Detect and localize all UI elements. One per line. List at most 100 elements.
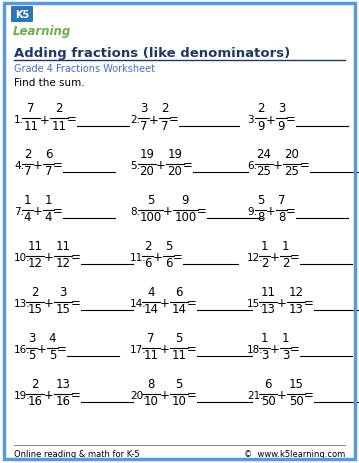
Text: 5: 5 — [165, 239, 172, 252]
Text: 11.: 11. — [130, 252, 146, 263]
Text: 20.: 20. — [130, 390, 146, 400]
Text: Find the sum.: Find the sum. — [14, 78, 85, 88]
Text: 13.: 13. — [14, 298, 31, 308]
Text: 1: 1 — [24, 194, 31, 206]
Text: 9.: 9. — [247, 206, 257, 217]
Text: 50: 50 — [289, 394, 303, 407]
Text: =: = — [53, 205, 63, 218]
Text: 7: 7 — [24, 165, 31, 178]
Text: +: + — [156, 159, 166, 172]
Text: 10.: 10. — [14, 252, 31, 263]
Text: =: = — [290, 343, 300, 356]
Text: +: + — [266, 205, 276, 218]
Text: =: = — [187, 343, 197, 356]
Text: 1: 1 — [261, 239, 268, 252]
Text: 11: 11 — [28, 239, 42, 252]
Text: Learning: Learning — [13, 25, 71, 38]
Text: =: = — [290, 251, 300, 264]
Text: =: = — [187, 297, 197, 310]
Text: 12: 12 — [56, 257, 70, 270]
Text: 4.: 4. — [14, 161, 24, 171]
Text: 2: 2 — [144, 239, 151, 252]
Text: 5: 5 — [257, 194, 264, 206]
Text: 2: 2 — [31, 377, 39, 390]
Text: Grade 4 Fractions Worksheet: Grade 4 Fractions Worksheet — [14, 64, 155, 74]
Text: 3: 3 — [140, 102, 147, 115]
Text: 19: 19 — [140, 148, 154, 161]
Text: 11: 11 — [23, 119, 38, 132]
Text: 2: 2 — [31, 285, 39, 298]
Text: =: = — [183, 159, 193, 172]
Text: 21.: 21. — [247, 390, 264, 400]
Text: 15: 15 — [28, 303, 42, 316]
Text: 17.: 17. — [130, 344, 146, 354]
Text: 16: 16 — [56, 394, 70, 407]
Text: 7: 7 — [161, 119, 168, 132]
Text: 11: 11 — [144, 349, 159, 362]
Text: 8.: 8. — [130, 206, 140, 217]
Text: K5: K5 — [15, 10, 29, 20]
Text: +: + — [33, 205, 43, 218]
Text: 10: 10 — [144, 394, 158, 407]
Text: =: = — [173, 251, 183, 264]
Text: 5: 5 — [175, 332, 183, 344]
Text: +: + — [277, 388, 287, 401]
Text: =: = — [197, 205, 207, 218]
Text: 2: 2 — [257, 102, 264, 115]
Text: 13: 13 — [56, 377, 70, 390]
Text: 19: 19 — [168, 148, 182, 161]
Text: 4: 4 — [24, 211, 31, 224]
Text: 6.: 6. — [247, 161, 257, 171]
Text: 12: 12 — [289, 285, 303, 298]
Text: 7: 7 — [147, 332, 155, 344]
Text: 50: 50 — [261, 394, 275, 407]
Text: 20: 20 — [168, 165, 182, 178]
Text: 1: 1 — [282, 332, 289, 344]
Text: =: = — [304, 388, 314, 401]
FancyBboxPatch shape — [11, 7, 33, 23]
Text: 3.: 3. — [247, 115, 257, 125]
Text: =: = — [71, 297, 81, 310]
Text: +: + — [163, 205, 173, 218]
Text: 7.: 7. — [14, 206, 24, 217]
Text: =: = — [304, 297, 314, 310]
Text: +: + — [270, 251, 280, 264]
Text: 6: 6 — [264, 377, 272, 390]
Text: 12.: 12. — [247, 252, 264, 263]
Text: 14: 14 — [144, 303, 159, 316]
Text: 1: 1 — [282, 239, 289, 252]
Text: 1: 1 — [45, 194, 52, 206]
Text: +: + — [44, 251, 54, 264]
Text: 6: 6 — [144, 257, 151, 270]
Text: +: + — [33, 159, 43, 172]
Text: 16.: 16. — [14, 344, 31, 354]
Text: 25: 25 — [257, 165, 271, 178]
Text: 8: 8 — [278, 211, 285, 224]
Text: 16: 16 — [28, 394, 42, 407]
Text: 4: 4 — [49, 332, 56, 344]
Text: 2: 2 — [261, 257, 268, 270]
Text: =: = — [169, 113, 179, 126]
Text: 7: 7 — [140, 119, 147, 132]
Text: =: = — [187, 388, 197, 401]
Text: =: = — [53, 159, 63, 172]
Text: 3: 3 — [282, 349, 289, 362]
Text: 1: 1 — [261, 332, 268, 344]
Text: 14.: 14. — [130, 298, 146, 308]
Text: +: + — [160, 343, 170, 356]
Text: 20: 20 — [140, 165, 154, 178]
Text: 19.: 19. — [14, 390, 31, 400]
Text: 5: 5 — [175, 377, 183, 390]
Text: 7: 7 — [45, 165, 52, 178]
Text: 11: 11 — [51, 119, 66, 132]
Text: Online reading & math for K-5: Online reading & math for K-5 — [14, 449, 140, 458]
Text: 3: 3 — [278, 102, 285, 115]
Text: 18.: 18. — [247, 344, 264, 354]
Text: 5.: 5. — [130, 161, 140, 171]
Text: ©  www.k5learning.com: © www.k5learning.com — [244, 449, 345, 458]
Text: 4: 4 — [45, 211, 52, 224]
Text: 11: 11 — [261, 285, 275, 298]
Text: +: + — [44, 297, 54, 310]
Text: +: + — [266, 113, 276, 126]
Text: 3: 3 — [59, 285, 67, 298]
